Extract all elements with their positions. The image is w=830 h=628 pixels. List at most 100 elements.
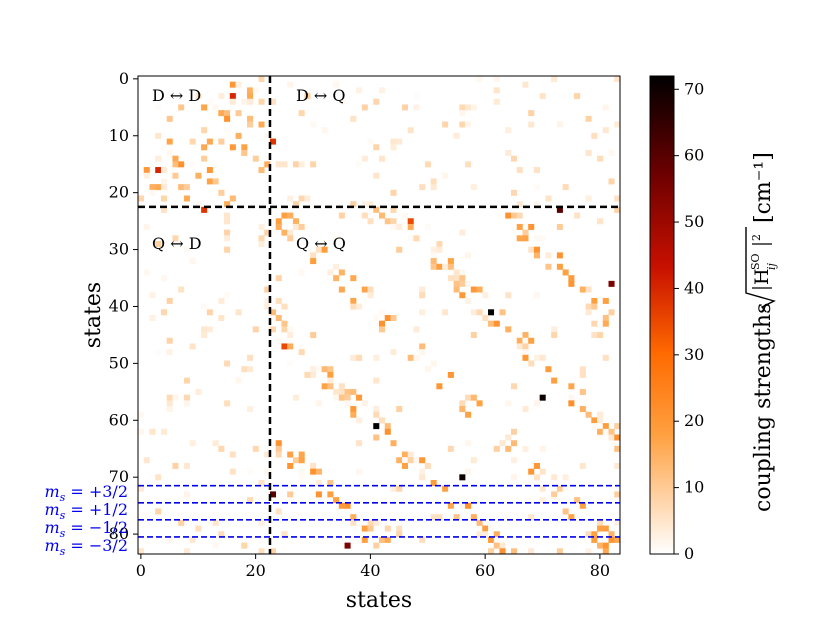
heatmap-cell — [338, 383, 345, 390]
heatmap-cell — [287, 195, 294, 202]
heatmap-cell — [315, 491, 322, 498]
heatmap-cell — [189, 161, 196, 168]
heatmap-cell — [413, 93, 420, 100]
heatmap-cell — [390, 206, 397, 213]
heatmap-cell — [465, 280, 472, 287]
heatmap-cell — [269, 138, 277, 145]
heatmap-cell — [350, 519, 357, 526]
heatmap-cell — [155, 167, 162, 174]
heatmap-cell — [551, 497, 558, 504]
heatmap-cell — [206, 326, 213, 333]
heatmap-cell — [459, 104, 466, 111]
heatmap-cell — [315, 480, 322, 487]
heatmap-cell — [160, 309, 167, 316]
x-axis-title: states — [346, 588, 412, 613]
heatmap-cell — [315, 468, 322, 475]
heatmap-cell — [459, 292, 466, 299]
heatmap-cell — [453, 132, 460, 139]
heatmap-cell — [247, 497, 254, 504]
heatmap-cell — [287, 81, 294, 88]
heatmap-cell — [390, 189, 397, 196]
heatmap-cell — [539, 445, 546, 452]
heatmap-cell — [298, 161, 305, 168]
svg-text:ij: ij — [765, 262, 778, 270]
heatmap-cell — [453, 280, 460, 287]
heatmap-cell — [356, 440, 363, 447]
heatmap-cell — [579, 366, 586, 373]
heatmap-cell — [298, 269, 305, 276]
heatmap-cell — [465, 440, 472, 447]
heatmap-cell — [499, 440, 506, 447]
heatmap-cell — [608, 178, 615, 185]
heatmap-cell — [465, 394, 472, 401]
colorbar-label-unit: [cm⁻¹] — [751, 152, 776, 223]
heatmap-cell — [264, 161, 271, 168]
heatmap-cell — [379, 326, 386, 333]
heatmap-cell — [430, 252, 437, 259]
heatmap-cell — [533, 292, 540, 299]
y-axis: 0 10 20 30 40 50 60 70 80 — [109, 69, 138, 543]
heatmap-cell — [350, 115, 357, 122]
heatmap-cell — [510, 383, 518, 390]
heatmap-cell — [539, 93, 546, 100]
heatmap-cell — [367, 519, 374, 526]
heatmap-cell — [459, 110, 466, 117]
heatmap-cell — [178, 161, 185, 168]
heatmap-cell — [396, 531, 403, 538]
heatmap-cell — [183, 400, 190, 407]
heatmap-cell — [333, 497, 340, 504]
heatmap-cell — [178, 104, 185, 111]
heatmap-cell — [407, 451, 414, 458]
heatmap-cell — [384, 525, 391, 532]
heatmap-cell — [419, 468, 426, 475]
heatmap-cell — [568, 280, 575, 287]
heatmap-cell — [459, 474, 466, 481]
heatmap-cell — [356, 417, 363, 424]
region-label-dd: D ↔ D — [152, 86, 201, 105]
heatmap-cell — [453, 286, 460, 293]
heatmap-cell — [298, 195, 305, 202]
colorbar-label-prefix: coupling strengths — [751, 303, 776, 512]
heatmap-cell — [172, 235, 179, 242]
heatmap-cell — [419, 286, 426, 293]
heatmap-cell — [493, 542, 500, 549]
heatmap-cell — [287, 491, 294, 498]
heatmap-cell — [493, 445, 500, 452]
heatmap-cell — [310, 366, 317, 373]
heatmap-cell — [189, 258, 196, 265]
heatmap-cell — [539, 235, 546, 242]
heatmap-cell — [338, 286, 345, 293]
heatmap-cell — [539, 497, 546, 504]
heatmap-cell — [401, 451, 408, 458]
heatmap-cell — [155, 155, 162, 162]
heatmap-cell — [281, 229, 288, 236]
heatmap-cell — [201, 144, 208, 151]
heatmap-cell — [229, 98, 236, 105]
y-tick-label: 80 — [109, 524, 129, 543]
heatmap-cell — [459, 269, 466, 276]
ms-label-minus-3-2: ms = −3/2 — [44, 536, 128, 558]
heatmap-cell — [470, 104, 477, 111]
heatmap-cell — [419, 184, 426, 191]
heatmap-cell — [533, 201, 540, 208]
heatmap-cell — [597, 428, 604, 435]
y-axis-title: states — [81, 282, 106, 348]
heatmap-cell — [235, 309, 242, 316]
heatmap-cell — [585, 411, 592, 418]
heatmap-cell — [218, 531, 225, 538]
heatmap-cell — [224, 115, 231, 122]
heatmap-cell — [361, 286, 368, 293]
heatmap-cell — [241, 144, 248, 151]
heatmap-cell — [430, 258, 437, 265]
heatmap-cell — [459, 280, 466, 287]
y-tick-label: 50 — [109, 353, 129, 372]
heatmap-cell — [155, 241, 162, 248]
colorbar-tick-label: 20 — [684, 411, 704, 430]
heatmap-cell — [430, 246, 437, 253]
heatmap-cell — [275, 440, 282, 447]
heatmap-cell — [138, 411, 145, 418]
heatmap-cell — [522, 349, 529, 356]
heatmap-cell — [373, 144, 380, 151]
heatmap-cell — [551, 491, 558, 498]
heatmap-cell — [528, 223, 535, 230]
